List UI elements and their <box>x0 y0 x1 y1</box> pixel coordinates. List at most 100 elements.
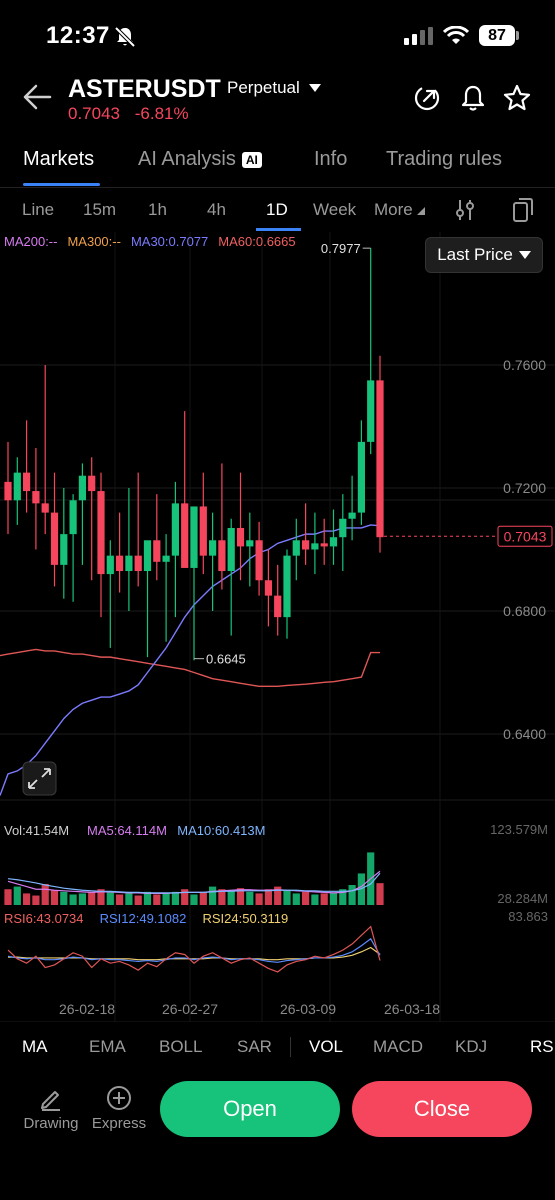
ma300-value: MA300:-- <box>67 234 121 249</box>
volume-bar <box>171 891 179 905</box>
date-axis-label: 26-03-09 <box>280 1001 336 1017</box>
wifi-icon <box>443 26 469 44</box>
volume-bar <box>32 895 40 905</box>
price-axis-label: 0.6800 <box>503 603 546 619</box>
candle-body <box>143 540 152 572</box>
candle <box>60 488 68 599</box>
indicator-vol[interactable]: VOL <box>309 1037 344 1056</box>
candle <box>227 518 235 636</box>
candle <box>106 540 114 648</box>
volume-bar <box>218 889 226 905</box>
vol-axis-max: 123.579M <box>490 822 548 837</box>
indicator-ema[interactable]: EMA <box>89 1037 126 1056</box>
candle <box>4 441 12 535</box>
status-bar: 12:37 87 <box>0 0 555 70</box>
volume-bar <box>199 892 207 905</box>
contract-type-label: Perpetual <box>227 78 300 97</box>
candle-body <box>236 527 245 547</box>
indicator-macd[interactable]: MACD <box>373 1037 424 1056</box>
tab-info-label: Info <box>314 148 348 170</box>
candle-body <box>274 595 282 618</box>
price-chart[interactable]: 0.7600 0.7200 0.6800 0.6400 0.7977 0.6645 0.70… <box>0 232 555 1022</box>
volume-bar <box>125 893 133 905</box>
candle-body <box>348 512 356 519</box>
price-axis-label: 0.7600 <box>503 357 546 373</box>
volume-bar <box>339 889 347 905</box>
symbol-title[interactable]: ASTERUSDT <box>68 75 221 103</box>
candle-body <box>329 537 338 547</box>
last-price-dropdown[interactable]: Last Price <box>425 237 543 273</box>
candle <box>153 494 161 581</box>
indicator-kdj[interactable]: KDJ <box>455 1037 488 1056</box>
indicator-settings-icon[interactable] <box>454 198 476 222</box>
action-bar: Drawing Express Open Close <box>0 1075 555 1145</box>
interval-line[interactable]: Line <box>22 200 55 219</box>
volume-bar <box>274 886 282 905</box>
candle <box>246 512 254 587</box>
candle <box>125 488 133 611</box>
volume-bar <box>50 890 59 905</box>
candle-body <box>283 555 291 618</box>
candle <box>209 512 217 611</box>
candle-body <box>162 555 170 562</box>
candle <box>311 512 319 575</box>
express-tool[interactable]: Express <box>90 1085 148 1132</box>
ma-legend: MA200:-- MA300:-- MA30:0.7077 MA60:0.6665 <box>4 234 306 249</box>
indicator-boll[interactable]: BOLL <box>159 1037 203 1056</box>
back-arrow-icon[interactable] <box>22 84 52 110</box>
candle <box>69 494 77 602</box>
interval-15m[interactable]: 15m <box>83 200 117 219</box>
tab-markets-label: Markets <box>23 148 95 170</box>
candle-body <box>320 543 328 547</box>
copy-icon[interactable] <box>512 197 534 223</box>
volume-bar <box>227 890 235 905</box>
corner-caret-icon <box>417 207 426 215</box>
open-button[interactable]: Open <box>160 1081 340 1137</box>
tab-trading-rules[interactable]: Trading rules <box>386 148 502 171</box>
volume-bar <box>311 894 319 905</box>
bell-off-icon <box>114 26 136 48</box>
tab-ai-analysis[interactable]: AI Analysis AI <box>138 148 262 171</box>
candle-body <box>376 380 384 538</box>
star-icon[interactable] <box>503 84 531 112</box>
volume-bar <box>181 889 189 905</box>
candle <box>23 420 31 513</box>
share-icon[interactable] <box>413 84 441 112</box>
interval-week[interactable]: Week <box>313 200 357 219</box>
tab-info[interactable]: Info <box>314 148 347 171</box>
vol-legend-item: MA5:64.114M <box>87 823 167 838</box>
indicator-sar[interactable]: SAR <box>237 1037 272 1056</box>
express-label: Express <box>91 1115 147 1132</box>
candle-body <box>13 472 21 501</box>
close-button[interactable]: Close <box>352 1081 532 1137</box>
candle <box>162 534 170 642</box>
candle-body <box>190 506 198 568</box>
interval-4h[interactable]: 4h <box>207 200 226 219</box>
interval-1d[interactable]: 1D <box>266 200 288 219</box>
volume-bar <box>348 885 356 905</box>
candle-body <box>106 555 114 575</box>
volume-bar <box>264 889 272 905</box>
price-summary: 0.7043 -6.81% <box>68 104 199 124</box>
interval-more[interactable]: More <box>374 200 426 220</box>
contract-type-selector[interactable]: Perpetual <box>227 78 322 98</box>
candle-body <box>78 475 86 501</box>
candle <box>357 420 365 525</box>
instrument-header: ASTERUSDT Perpetual 0.7043 -6.81% <box>0 70 555 130</box>
tab-markets[interactable]: Markets <box>23 148 94 171</box>
vol-legend-item: Vol:41.54M <box>4 823 69 838</box>
candle <box>32 448 40 550</box>
bell-icon[interactable] <box>459 84 487 112</box>
candle-body <box>264 580 272 596</box>
current-price-tag: 0.7043 <box>504 528 547 544</box>
candle <box>339 494 347 572</box>
volume-bar <box>23 893 31 905</box>
expand-icon <box>28 768 51 789</box>
indicator-ma[interactable]: MA <box>22 1037 48 1056</box>
tab-trading-rules-label: Trading rules <box>386 148 502 170</box>
indicator-rsi[interactable]: RSI <box>530 1037 555 1056</box>
volume-bar <box>60 891 68 905</box>
drawing-tool[interactable]: Drawing <box>22 1085 80 1132</box>
volume-bar <box>236 888 245 905</box>
interval-1h[interactable]: 1h <box>148 200 167 219</box>
